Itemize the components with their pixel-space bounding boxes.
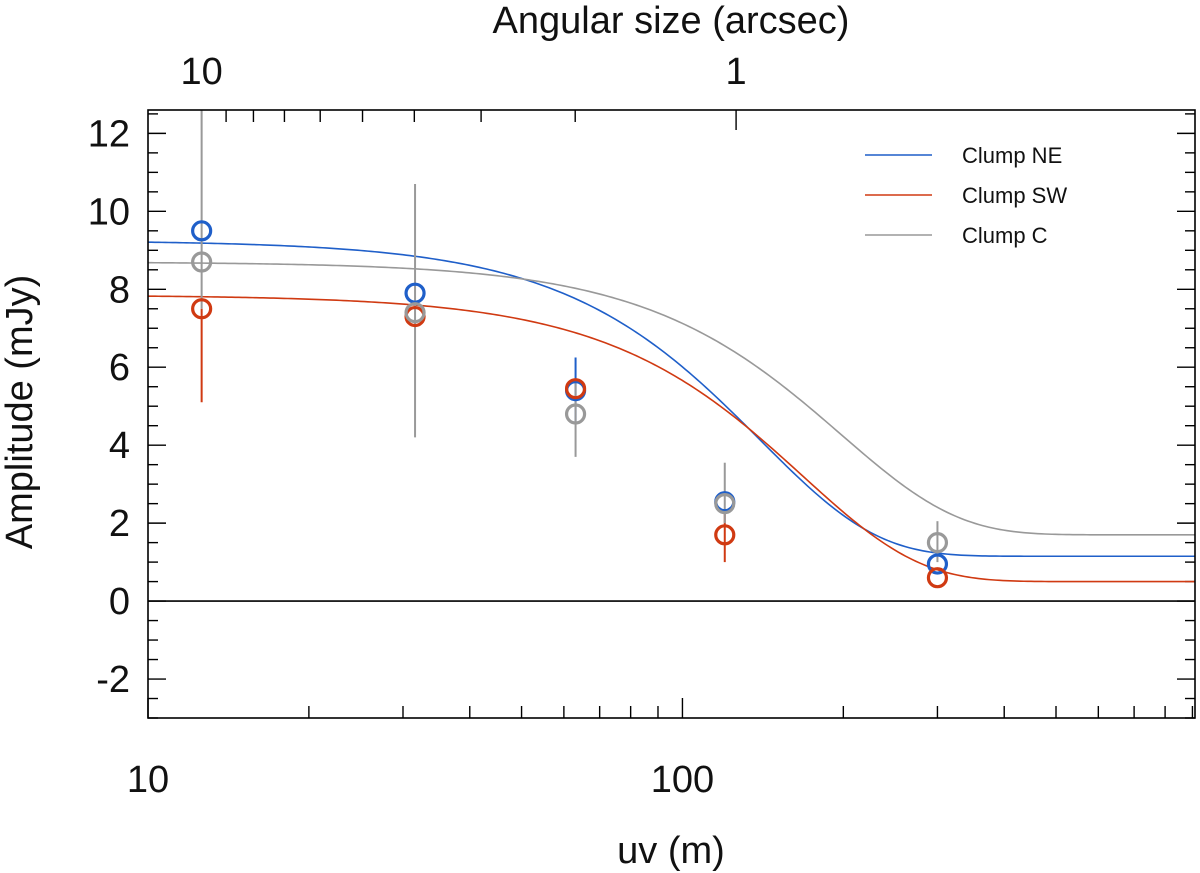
y-tick-label: 0 [109,581,130,623]
data-points [191,220,949,589]
plot-frame [147,109,1196,719]
x-axis-title: uv (m) [617,830,725,872]
data-point [564,403,587,425]
legend-label: Clump SW [962,183,1067,208]
fit-curves [147,241,1195,583]
x-tick-label: 10 [127,759,169,801]
data-point [926,553,949,575]
legend-label: Clump NE [962,143,1062,168]
data-point [926,532,949,554]
fit-curve [147,295,1195,583]
y-tick-label: 6 [109,347,130,389]
data-point [191,251,213,273]
x-tick-label: 100 [651,759,714,801]
data-point [714,524,736,546]
legend: Clump NE Clump SW Clump C [865,143,1067,248]
y-tick-label: 4 [109,425,130,467]
error-bars [200,110,939,563]
top-tick-label: 10 [181,51,223,93]
data-point [714,493,736,515]
y-tick-label: 8 [109,269,130,311]
y-tick-label: 2 [109,503,130,545]
fit-curve [147,261,1195,536]
y-axis-title: Amplitude (mJy) [0,275,41,550]
data-point [564,378,587,400]
y-tick-label: 12 [88,113,130,155]
legend-label: Clump C [962,223,1048,248]
data-point [191,298,213,320]
data-point [404,302,426,324]
top-tick-label: 1 [726,51,747,93]
top-axis-title: Angular size (arcsec) [493,0,850,42]
y-tick-label: 10 [88,191,130,233]
data-point [191,220,213,242]
top-tick-labels: 10 1 [181,51,747,93]
fit-curve [147,241,1195,558]
y-tick-labels: -2 0 2 4 6 8 10 12 [88,113,130,701]
data-point [926,567,949,589]
y-tick-label: -2 [96,659,130,701]
x-tick-labels: 10 100 [127,759,714,801]
